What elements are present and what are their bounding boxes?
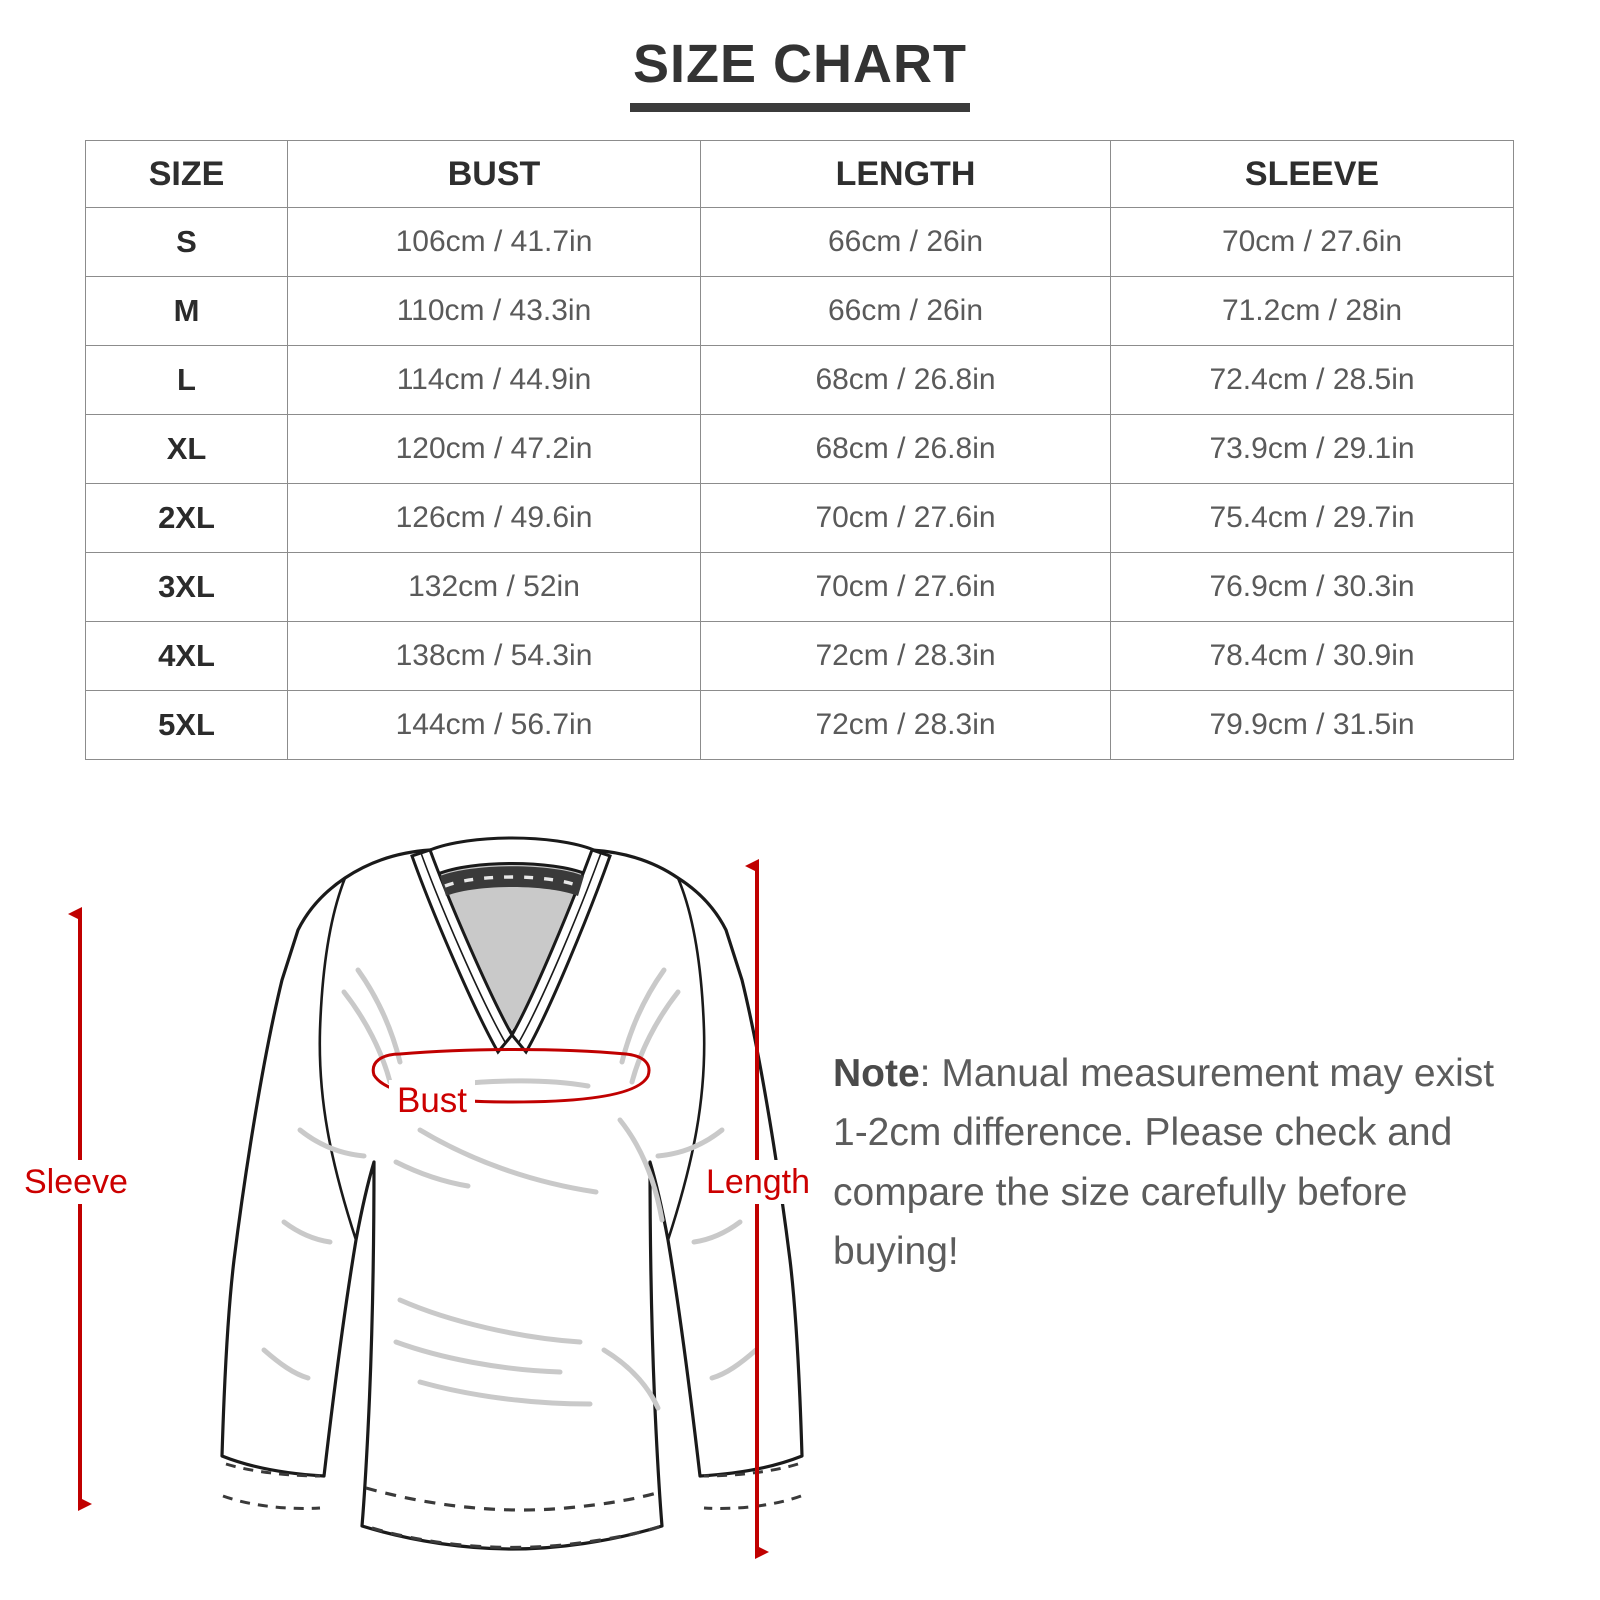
cell-size: XL (85, 414, 288, 484)
table-row: 5XL 144cm / 56.7in 72cm / 28.3in 79.9cm … (85, 690, 1514, 760)
cell-size: 4XL (85, 621, 288, 691)
table-row: 3XL 132cm / 52in 70cm / 27.6in 76.9cm / … (85, 552, 1514, 622)
table-header-row: SIZE BUST LENGTH SLEEVE (85, 140, 1514, 208)
column-header-bust: BUST (287, 140, 701, 208)
neckband-inner-line-right (518, 852, 602, 1043)
cell-bust: 138cm / 54.3in (287, 621, 701, 691)
table-row: 4XL 138cm / 54.3in 72cm / 28.3in 78.4cm … (85, 621, 1514, 691)
garment-illustration (0, 830, 1600, 1600)
column-header-size: SIZE (85, 140, 288, 208)
cuff-stitch-right-lower (703, 1494, 802, 1510)
neckband-inner-line-left (420, 852, 506, 1043)
column-header-sleeve: SLEEVE (1110, 140, 1514, 208)
cell-sleeve: 73.9cm / 29.1in (1110, 414, 1514, 484)
title-underline (630, 102, 970, 112)
cuff-stitch-right-upper (703, 1462, 799, 1478)
page-title: SIZE CHART (633, 34, 967, 94)
cell-size: S (85, 207, 288, 277)
neck-opening-fill (432, 851, 592, 1029)
neckband-right (510, 848, 612, 1055)
column-header-length: LENGTH (700, 140, 1111, 208)
cell-sleeve: 71.2cm / 28in (1110, 276, 1514, 346)
size-table-container: SIZE BUST LENGTH SLEEVE S 106cm / 41.7in… (85, 140, 1514, 760)
cell-size: L (85, 345, 288, 415)
table-row: M 110cm / 43.3in 66cm / 26in 71.2cm / 28… (85, 276, 1514, 346)
cell-length: 72cm / 28.3in (700, 621, 1111, 691)
raglan-seam-left (318, 877, 358, 1241)
bust-label: Bust (389, 1080, 476, 1121)
table-row: L 114cm / 44.9in 68cm / 26.8in 72.4cm / … (85, 345, 1514, 415)
neckband-left (410, 848, 514, 1055)
cell-size: 2XL (85, 483, 288, 553)
cell-length: 72cm / 28.3in (700, 690, 1111, 760)
cuff-stitch-left-lower (222, 1494, 321, 1510)
cell-sleeve: 72.4cm / 28.5in (1110, 345, 1514, 415)
cell-length: 68cm / 26.8in (700, 345, 1111, 415)
cell-sleeve: 76.9cm / 30.3in (1110, 552, 1514, 622)
table-row: 2XL 126cm / 49.6in 70cm / 27.6in 75.4cm … (85, 483, 1514, 553)
cell-length: 68cm / 26.8in (700, 414, 1111, 484)
table-row: S 106cm / 41.7in 66cm / 26in 70cm / 27.6… (85, 207, 1514, 277)
cuff-stitch-left-upper (225, 1462, 321, 1478)
cell-length: 66cm / 26in (700, 207, 1111, 277)
cell-size: 3XL (85, 552, 288, 622)
fabric-folds (261, 967, 759, 1411)
note-body: : Manual measurement may exist 1-2cm dif… (833, 1052, 1495, 1273)
cell-bust: 114cm / 44.9in (287, 345, 701, 415)
cell-length: 70cm / 27.6in (700, 483, 1111, 553)
cell-size: M (85, 276, 288, 346)
cell-sleeve: 78.4cm / 30.9in (1110, 621, 1514, 691)
cell-length: 70cm / 27.6in (700, 552, 1111, 622)
body-hem-stitch-lower (371, 1524, 663, 1550)
cell-bust: 120cm / 47.2in (287, 414, 701, 484)
hem-stitching (222, 1462, 802, 1550)
cell-size: 5XL (85, 690, 288, 760)
table-row: XL 120cm / 47.2in 68cm / 26.8in 73.9cm /… (85, 414, 1514, 484)
length-label: Length (700, 1160, 816, 1204)
title-block: SIZE CHART (0, 36, 1600, 112)
cell-sleeve: 75.4cm / 29.7in (1110, 483, 1514, 553)
cell-length: 66cm / 26in (700, 276, 1111, 346)
neck-tape-stitch (444, 875, 580, 888)
body-hem-stitch-upper (365, 1486, 661, 1512)
cell-bust: 106cm / 41.7in (287, 207, 701, 277)
note-block: Note: Manual measurement may exist 1-2cm… (833, 1044, 1533, 1281)
cell-bust: 132cm / 52in (287, 552, 701, 622)
sleeve-label: Sleeve (22, 1160, 130, 1204)
shirt-technical-drawing (68, 836, 804, 1559)
raglan-seam-right (666, 877, 706, 1241)
note-label: Note (833, 1052, 920, 1095)
cell-bust: 126cm / 49.6in (287, 483, 701, 553)
cell-bust: 110cm / 43.3in (287, 276, 701, 346)
size-chart-table: SIZE BUST LENGTH SLEEVE S 106cm / 41.7in… (85, 140, 1514, 760)
cell-sleeve: 70cm / 27.6in (1110, 207, 1514, 277)
neck-tape-band (440, 866, 584, 896)
cell-sleeve: 79.9cm / 31.5in (1110, 690, 1514, 760)
cell-bust: 144cm / 56.7in (287, 690, 701, 760)
